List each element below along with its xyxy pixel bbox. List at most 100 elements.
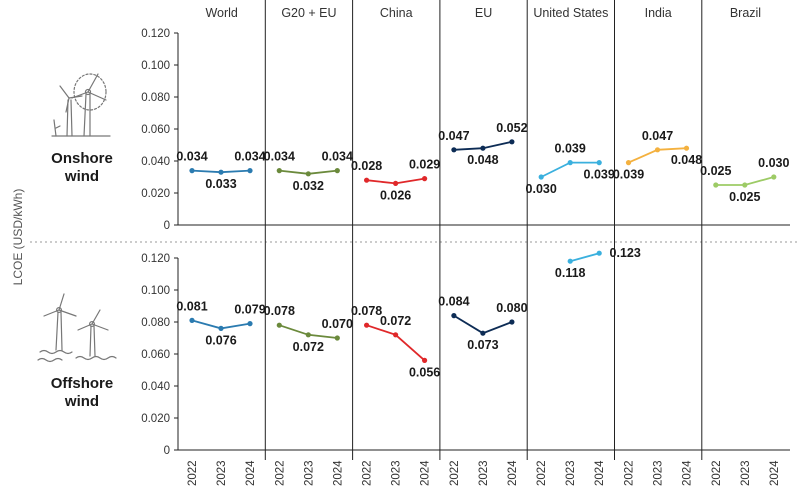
- data-point-0-2-0: [364, 177, 370, 183]
- data-label-1-2-2: 0.056: [409, 365, 440, 379]
- y-tick-label-1-3: 0.060: [141, 349, 170, 361]
- x-tick-label-3-0: 2022: [449, 460, 461, 486]
- region-header-0: World: [205, 6, 237, 20]
- data-point-0-6-0: [713, 182, 719, 188]
- y-tick-label-1-2: 0.040: [141, 381, 170, 393]
- data-point-0-4-1: [567, 160, 573, 166]
- data-label-0-2-0: 0.028: [351, 159, 382, 173]
- data-label-0-5-0: 0.039: [613, 168, 644, 182]
- x-tick-label-6-2: 2024: [769, 460, 781, 486]
- data-point-0-0-1: [218, 169, 224, 175]
- y-tick-label-1-6: 0.120: [141, 253, 170, 265]
- data-label-1-2-0: 0.078: [351, 304, 382, 318]
- x-tick-label-1-0: 2022: [274, 460, 286, 486]
- data-point-1-4-1: [567, 258, 573, 264]
- data-point-0-3-2: [509, 139, 515, 145]
- y-tick-label-1-0: 0: [164, 445, 170, 457]
- x-tick-label-5-0: 2022: [624, 460, 636, 486]
- data-point-1-3-1: [480, 330, 486, 336]
- data-point-0-4-2: [596, 160, 602, 166]
- data-label-1-0-2: 0.079: [234, 303, 265, 317]
- data-label-1-1-1: 0.072: [293, 340, 324, 354]
- data-label-0-4-0: 0.030: [526, 182, 557, 196]
- data-label-1-4-1: 0.118: [555, 266, 586, 280]
- region-header-3: EU: [475, 6, 492, 20]
- data-label-1-1-0: 0.078: [264, 304, 295, 318]
- data-label-1-3-2: 0.080: [496, 301, 527, 315]
- region-header-2: China: [380, 6, 413, 20]
- data-point-1-0-0: [189, 317, 195, 323]
- data-point-1-2-0: [364, 322, 370, 328]
- data-label-1-2-1: 0.072: [380, 314, 411, 328]
- x-tick-label-3-2: 2024: [507, 460, 519, 486]
- region-header-4: United States: [533, 6, 608, 20]
- data-label-0-6-0: 0.025: [700, 164, 731, 178]
- data-point-1-0-1: [218, 325, 224, 331]
- x-tick-label-0-0: 2022: [187, 460, 199, 486]
- region-header-5: India: [645, 6, 672, 20]
- data-label-0-1-2: 0.034: [322, 150, 353, 164]
- data-label-1-4-2: 0.123: [610, 246, 641, 260]
- data-label-0-1-0: 0.034: [264, 150, 295, 164]
- data-point-0-5-0: [625, 160, 632, 166]
- data-point-0-1-2: [334, 168, 340, 174]
- x-tick-label-1-1: 2023: [303, 460, 315, 486]
- y-tick-label-0-6: 0.120: [141, 28, 170, 40]
- data-label-0-3-0: 0.047: [438, 129, 469, 143]
- data-label-0-3-1: 0.048: [467, 153, 498, 167]
- data-point-0-3-1: [480, 145, 486, 151]
- x-tick-label-6-0: 2022: [711, 460, 723, 486]
- data-point-0-2-2: [422, 176, 428, 182]
- series-layer: [189, 139, 777, 363]
- data-point-0-6-1: [742, 182, 748, 188]
- data-label-0-2-1: 0.026: [380, 188, 411, 202]
- offshore-label-line1: Offshore: [50, 375, 114, 392]
- y-tick-label-0-5: 0.100: [141, 60, 170, 72]
- data-point-1-1-1: [305, 332, 311, 338]
- x-tick-label-0-2: 2024: [245, 460, 257, 486]
- data-label-0-6-1: 0.025: [729, 190, 760, 204]
- data-point-1-4-2: [596, 250, 602, 256]
- data-label-0-2-2: 0.029: [409, 158, 440, 172]
- x-tick-label-5-2: 2024: [682, 460, 694, 486]
- data-point-0-5-2: [683, 145, 690, 151]
- data-label-1-3-0: 0.084: [438, 295, 469, 309]
- data-point-0-6-2: [771, 174, 777, 180]
- data-label-0-4-2: 0.039: [584, 168, 615, 182]
- offshore-wind-turbine-icon: [37, 293, 117, 363]
- x-tick-label-0-1: 2023: [216, 460, 228, 486]
- x-tick-label-5-1: 2023: [653, 460, 665, 486]
- data-label-0-1-1: 0.032: [293, 179, 324, 193]
- x-tick-label-3-1: 2023: [478, 460, 490, 486]
- y-tick-label-0-3: 0.060: [141, 124, 170, 136]
- data-label-0-3-2: 0.052: [496, 121, 527, 135]
- onshore-label-line2: wind: [64, 168, 100, 185]
- y-tick-label-1-1: 0.020: [141, 413, 170, 425]
- data-point-1-0-2: [247, 321, 253, 327]
- data-point-1-1-2: [334, 335, 340, 341]
- data-label-0-4-1: 0.039: [555, 142, 586, 156]
- offshore-wind-label: Offshore wind: [30, 375, 134, 411]
- y-axis-title: LCOE (USD/kWh): [11, 189, 25, 286]
- data-label-1-1-2: 0.070: [322, 317, 353, 331]
- data-point-1-3-0: [451, 313, 457, 319]
- data-point-0-0-2: [247, 168, 253, 174]
- y-tick-label-0-4: 0.080: [141, 92, 170, 104]
- y-tick-label-0-1: 0.020: [141, 188, 170, 200]
- data-label-0-5-2: 0.048: [671, 153, 702, 167]
- y-tick-label-0-2: 0.040: [141, 156, 170, 168]
- data-label-0-0-2: 0.034: [234, 150, 265, 164]
- data-point-0-3-0: [451, 147, 457, 153]
- data-point-0-4-0: [538, 174, 544, 180]
- data-point-1-3-2: [509, 319, 515, 325]
- x-tick-label-6-1: 2023: [740, 460, 752, 486]
- x-tick-label-4-2: 2024: [594, 460, 606, 486]
- data-label-0-6-2: 0.030: [758, 156, 789, 170]
- x-tick-label-4-1: 2023: [565, 460, 577, 486]
- y-tick-label-1-4: 0.080: [141, 317, 170, 329]
- data-point-1-2-1: [393, 332, 399, 338]
- data-label-1-0-1: 0.076: [205, 333, 236, 347]
- x-tick-label-2-0: 2022: [362, 460, 374, 486]
